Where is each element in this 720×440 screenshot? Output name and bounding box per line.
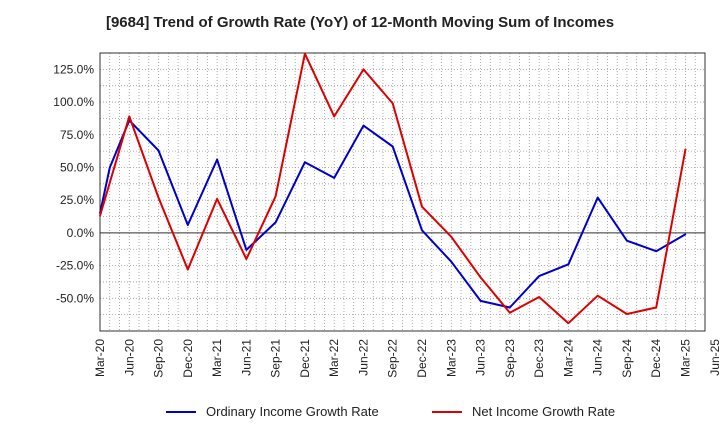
data-point: [216, 198, 218, 200]
x-tick-label: Mar-20: [93, 339, 107, 377]
data-point: [187, 224, 189, 226]
x-tick-label: Dec-24: [649, 339, 663, 378]
x-tick-label: Sep-20: [152, 339, 166, 378]
data-point: [538, 275, 540, 277]
x-tick-label: Dec-20: [181, 339, 195, 378]
x-tick-label: Jun-25: [708, 339, 720, 376]
y-tick-label: 75.0%: [60, 128, 94, 142]
data-point: [362, 68, 365, 71]
data-point: [567, 322, 570, 324]
grid: [100, 53, 705, 331]
legend: Ordinary Income Growth Rate Net Income G…: [0, 404, 720, 424]
legend-item-net-income: Net Income Growth Rate: [432, 404, 615, 419]
data-point: [391, 102, 394, 105]
x-tick-label: Dec-21: [298, 339, 312, 378]
data-point: [304, 161, 306, 164]
x-tick-label: Mar-24: [561, 339, 575, 377]
plot-frame: [99, 52, 706, 332]
y-tick-label: 0.0%: [67, 226, 95, 240]
y-tick-label: -50.0%: [56, 291, 94, 305]
data-point: [333, 177, 335, 179]
data-point: [684, 148, 687, 150]
data-point: [509, 311, 511, 314]
data-point: [128, 115, 131, 118]
data-point: [655, 250, 658, 252]
data-point: [421, 205, 423, 208]
data-point: [245, 258, 248, 260]
data-point: [99, 215, 101, 217]
data-point: [450, 236, 453, 238]
data-point: [567, 263, 570, 266]
x-tick-label: Sep-22: [386, 339, 400, 378]
x-tick-label: Jun-23: [474, 339, 488, 376]
y-tick-label: 50.0%: [60, 160, 94, 174]
data-point: [626, 313, 628, 315]
data-point: [157, 149, 160, 152]
x-tick-label: Sep-21: [269, 339, 283, 378]
y-tick-label: -25.0%: [56, 259, 94, 273]
data-point: [596, 196, 599, 199]
data-point: [391, 145, 394, 148]
x-tick-label: Dec-22: [415, 339, 429, 378]
legend-swatch-net-income: [432, 410, 462, 413]
legend-label-ordinary-income: Ordinary Income Growth Rate: [206, 404, 379, 419]
x-tick-label: Mar-25: [678, 339, 692, 377]
axes: -50.0% -25.0% 0.0% 25.0% 50.0% 75.0% 100.0% 125…: [53, 62, 720, 377]
x-tick-label: Jun-22: [356, 339, 370, 376]
x-tick-label: Jun-20: [122, 339, 136, 376]
x-tick-label: Sep-23: [503, 339, 517, 378]
x-tick-label: Dec-23: [532, 339, 546, 378]
data-point: [108, 166, 111, 169]
y-tick-label: 125.0%: [53, 62, 94, 76]
data-point: [421, 229, 423, 232]
data-point: [333, 115, 335, 118]
data-point: [509, 306, 511, 309]
legend-item-ordinary-income: Ordinary Income Growth Rate: [166, 404, 379, 419]
data-point: [538, 296, 540, 298]
series-line-0: [99, 119, 687, 309]
y-tick-label: 100.0%: [53, 95, 94, 109]
data-point: [479, 276, 482, 279]
data-point: [187, 268, 189, 271]
data-point: [216, 158, 218, 161]
x-tick-label: Jun-24: [591, 339, 605, 376]
chart-title: [9684] Trend of Growth Rate (YoY) of 12-…: [105, 14, 615, 31]
series: [99, 52, 687, 325]
data-point: [655, 306, 658, 309]
data-point: [245, 249, 248, 251]
data-point: [684, 233, 687, 235]
data-point: [362, 124, 365, 127]
data-point: [304, 52, 306, 55]
data-point: [450, 260, 453, 263]
x-tick-label: Jun-21: [239, 339, 253, 376]
legend-label-net-income: Net Income Growth Rate: [472, 404, 616, 419]
y-tick-label: 25.0%: [60, 193, 94, 207]
data-point: [626, 239, 628, 242]
data-point: [274, 221, 277, 224]
data-point: [596, 294, 599, 297]
x-tick-label: Mar-23: [444, 339, 458, 377]
data-point: [479, 300, 482, 302]
data-point: [157, 196, 160, 199]
x-tick-label: Mar-21: [210, 339, 224, 377]
x-tick-label: Sep-24: [620, 339, 634, 378]
legend-swatch-ordinary-income: [166, 410, 196, 413]
x-tick-label: Mar-22: [327, 339, 341, 377]
data-point: [274, 195, 277, 198]
